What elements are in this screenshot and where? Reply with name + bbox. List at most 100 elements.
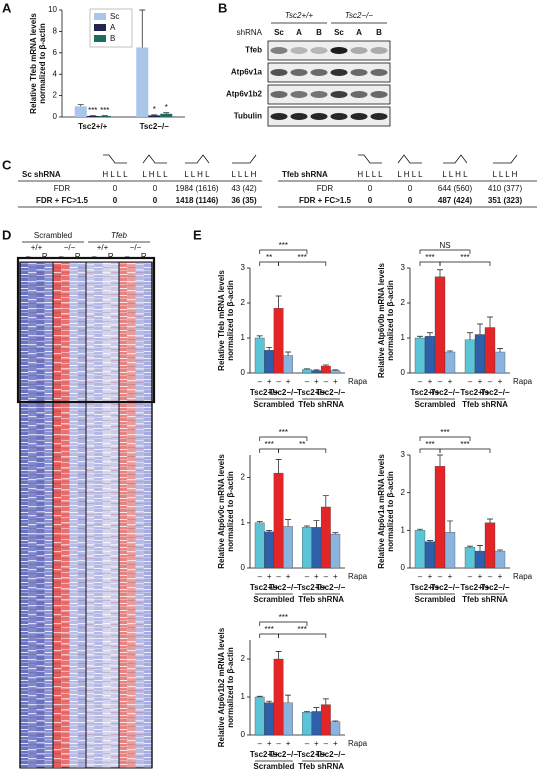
x-tick-label: – <box>257 572 262 581</box>
y-tick-label: 1 <box>241 333 246 342</box>
x-tick-label: + <box>267 377 272 386</box>
bar <box>87 116 99 117</box>
x-tick-label: + <box>286 377 291 386</box>
significance: *** <box>298 625 307 634</box>
lane-label: B <box>376 28 382 37</box>
bar <box>435 277 445 373</box>
x-tick-label: – <box>324 739 329 748</box>
y-tick-label: 0 <box>401 563 406 572</box>
bar <box>274 473 283 568</box>
significance: * <box>153 105 156 114</box>
error-bar <box>323 496 329 507</box>
x-tick-label: + <box>428 377 433 386</box>
error-bar <box>447 521 453 532</box>
x-tick-label: – <box>468 377 473 386</box>
panel-label: C <box>2 157 12 172</box>
panel-label: D <box>2 227 11 242</box>
legend-label: B <box>110 34 115 43</box>
significance: *** <box>440 428 449 437</box>
treatment-label: Rapa <box>348 572 368 581</box>
error-bar <box>437 455 443 466</box>
blot-band <box>271 69 288 76</box>
bar <box>312 527 321 568</box>
error-bar <box>477 545 483 551</box>
error-bar <box>487 317 493 328</box>
y-tick-label: 0 <box>241 730 246 739</box>
significance: *** <box>460 440 469 449</box>
error-bar <box>139 10 145 47</box>
heatmap-stripes <box>28 262 36 768</box>
bar <box>415 338 425 373</box>
table-cell: 0 <box>153 196 158 205</box>
blot-band <box>351 47 368 54</box>
blot-band <box>271 47 288 54</box>
x-tick-label: + <box>333 572 338 581</box>
error-bar <box>467 546 473 547</box>
x-tick-label: – <box>488 572 493 581</box>
table-cell: 1418 (1146) <box>176 196 219 205</box>
bar <box>475 551 485 568</box>
y-tick-label: 1 <box>401 525 406 534</box>
bar <box>312 711 321 735</box>
blot-band <box>351 69 368 76</box>
y-axis-label-line: normalized to β-actin <box>226 280 235 361</box>
blot-row-label: Tubulin <box>234 112 262 121</box>
y-tick-label: 6 <box>53 48 58 57</box>
blot-band <box>331 113 348 120</box>
table-cell: 644 (560) <box>438 184 473 193</box>
blot-band <box>311 113 328 120</box>
genotype-label: −/− <box>64 243 76 252</box>
y-axis-label-line: Relative Tfeb mRNA levels <box>29 13 38 114</box>
bar <box>255 523 264 568</box>
y-axis-label-line: normalized to β-actin <box>386 471 395 552</box>
blot-band <box>311 91 328 98</box>
genotype-label: +/+ <box>31 243 43 252</box>
group-label: Tfeb shRNA <box>298 595 344 604</box>
x-tick-label: – <box>305 739 310 748</box>
legend-label: Sc <box>110 12 119 21</box>
bar <box>264 703 273 735</box>
significance: *** <box>298 253 307 262</box>
error-bar <box>276 460 282 474</box>
error-bar <box>313 521 319 528</box>
bar <box>321 507 330 568</box>
bar <box>312 371 321 373</box>
significance: *** <box>279 613 288 622</box>
x-tick-label: + <box>314 572 319 581</box>
genotype-label: +/+ <box>97 243 109 252</box>
x-tick-label: – <box>276 377 281 386</box>
blot-band <box>271 113 288 120</box>
significance: *** <box>425 440 434 449</box>
table-header: Sc shRNA <box>22 170 61 179</box>
blot-band <box>291 113 308 120</box>
heatmap-stripes <box>127 262 135 768</box>
y-tick-label: 2 <box>241 473 246 482</box>
y-tick-label: 2 <box>401 298 406 307</box>
y-tick-label: 3 <box>401 450 406 459</box>
error-bar <box>151 115 157 116</box>
x-tick-label: Tsc2+/+ <box>78 122 108 131</box>
heatmap-stripes <box>61 262 69 768</box>
group-label: Tfeb shRNA <box>462 400 508 409</box>
treatment-label: R <box>141 252 147 261</box>
legend-swatch <box>94 24 106 31</box>
significance: *** <box>460 253 469 262</box>
error-bar <box>332 533 338 534</box>
bar <box>283 526 292 568</box>
heatmap-stripes <box>20 262 28 768</box>
bar <box>160 114 172 117</box>
significance: *** <box>100 106 109 115</box>
group-label: Tfeb shRNA <box>298 762 344 771</box>
pattern-icon <box>185 155 209 163</box>
x-tick-label: – <box>257 377 262 386</box>
shrna-label: shRNA <box>237 28 263 37</box>
x-tick-label: – <box>324 377 329 386</box>
y-tick-label: 1 <box>241 692 246 701</box>
bar <box>465 547 475 568</box>
x-tick-label: + <box>498 377 503 386</box>
treatment-label: – <box>92 252 97 261</box>
